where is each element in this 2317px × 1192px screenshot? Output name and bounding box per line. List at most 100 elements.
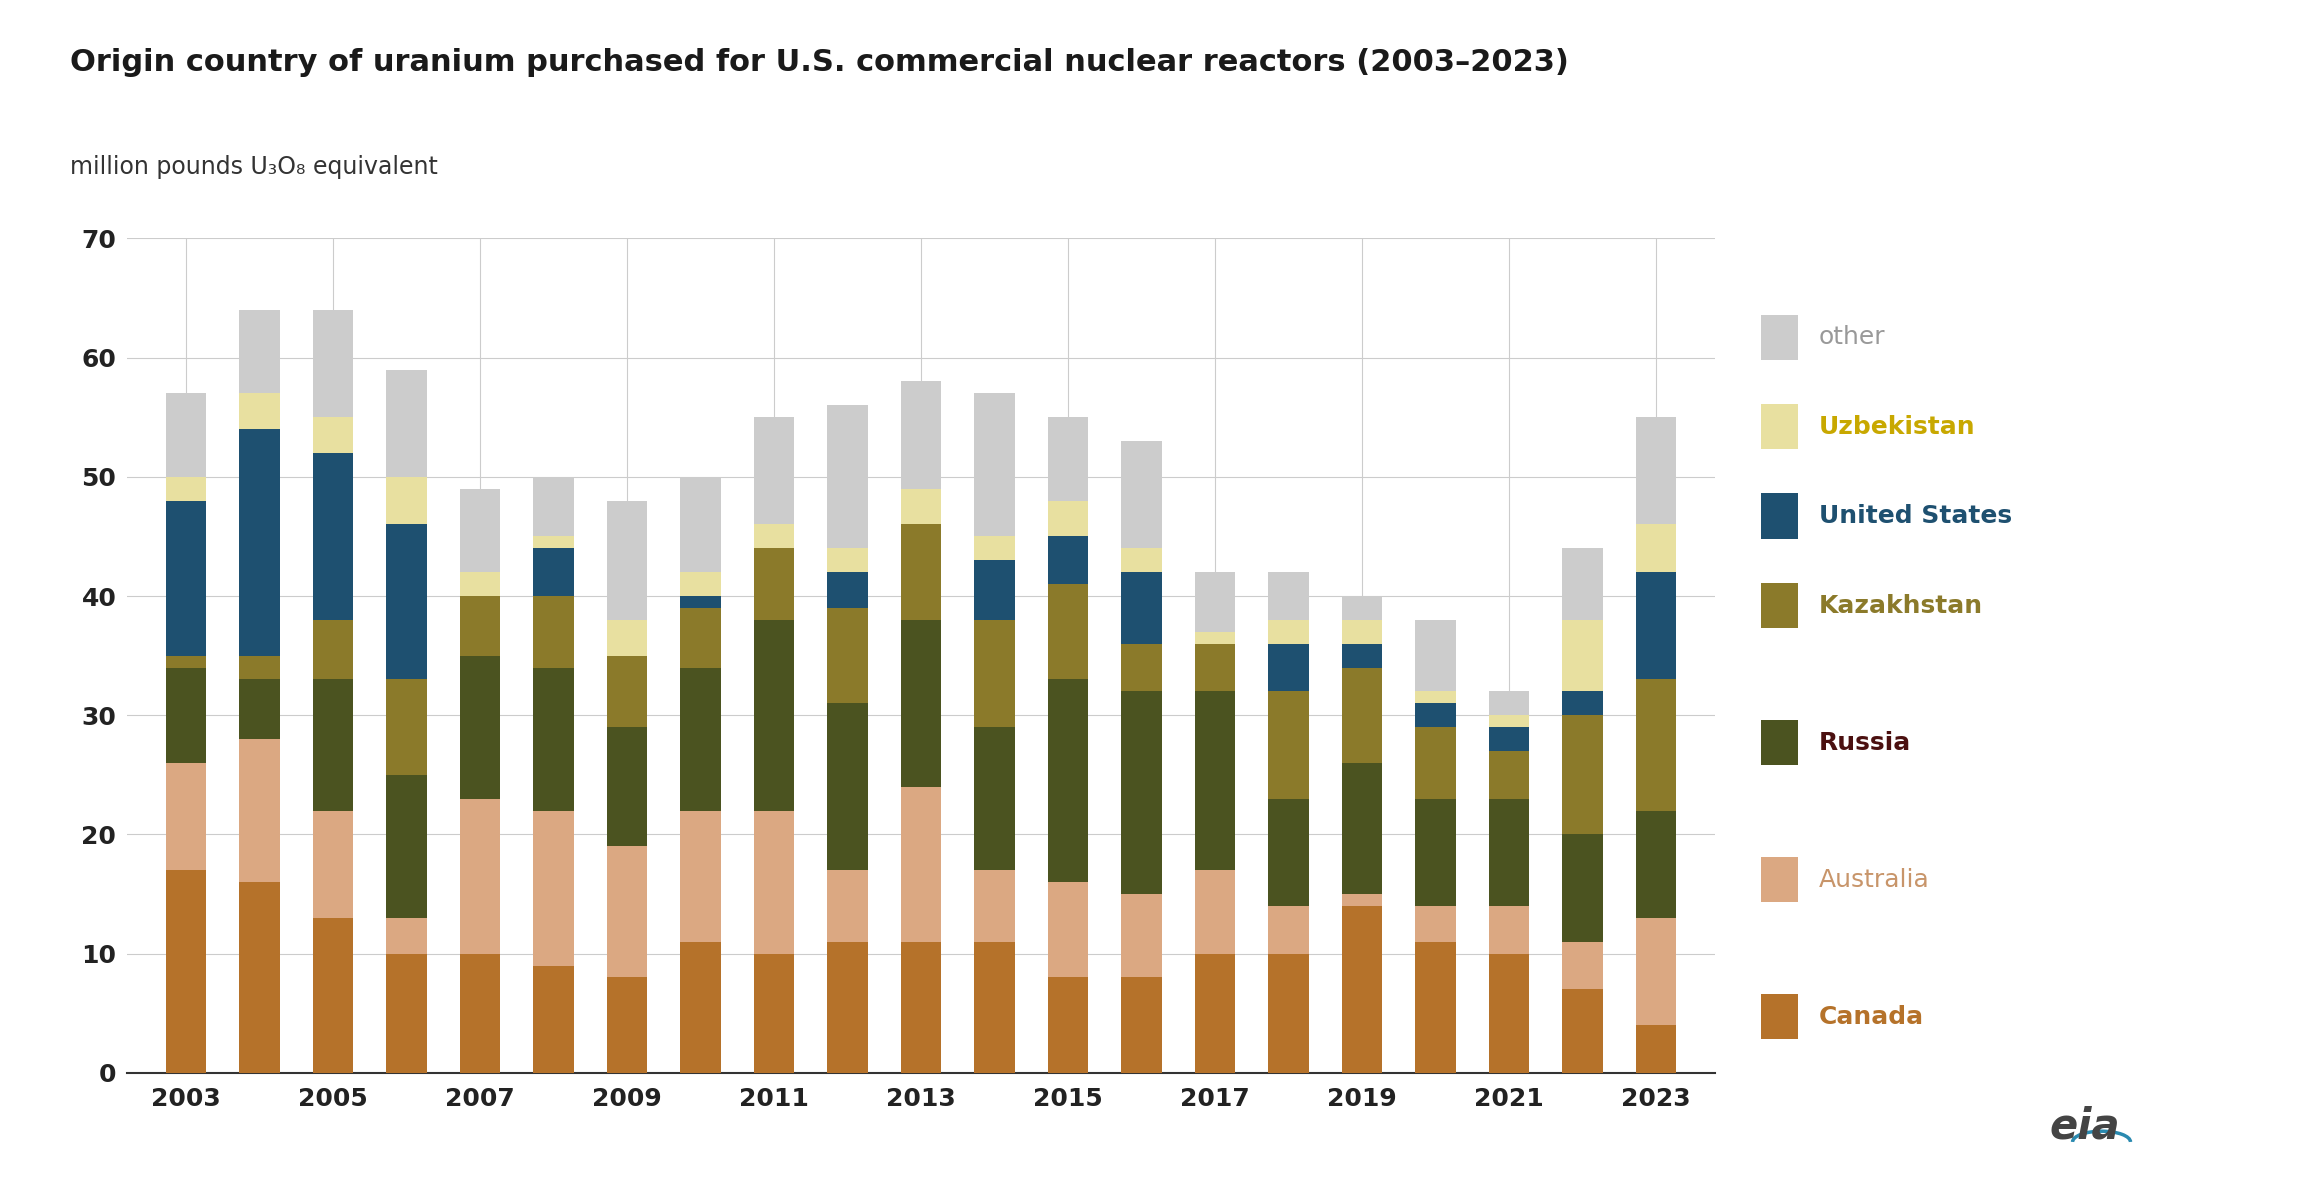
Bar <box>1562 715 1603 834</box>
Bar <box>1121 441 1161 548</box>
Bar <box>901 787 941 942</box>
Bar <box>1121 548 1161 572</box>
Bar <box>681 668 721 811</box>
Bar <box>1121 644 1161 691</box>
Bar <box>827 572 869 608</box>
Bar <box>973 620 1015 727</box>
Bar <box>167 763 206 870</box>
Bar <box>1342 763 1381 894</box>
Text: eia: eia <box>2051 1105 2120 1148</box>
Bar <box>1196 572 1235 632</box>
Bar <box>681 942 721 1073</box>
Bar <box>1416 703 1455 727</box>
Bar <box>901 524 941 620</box>
Bar <box>901 620 941 787</box>
Bar <box>973 942 1015 1073</box>
Bar <box>1488 691 1529 715</box>
Text: Uzbekistan: Uzbekistan <box>1819 415 1976 439</box>
Bar <box>1488 715 1529 727</box>
Bar <box>1342 906 1381 1073</box>
Bar <box>1047 536 1089 584</box>
Bar <box>901 942 941 1073</box>
Bar <box>973 870 1015 942</box>
Bar <box>1267 572 1309 620</box>
Bar <box>1636 1025 1675 1073</box>
Bar <box>1121 572 1161 644</box>
Bar <box>901 489 941 524</box>
Bar <box>1121 977 1161 1073</box>
Bar <box>753 524 795 548</box>
Bar <box>973 393 1015 536</box>
Bar <box>461 489 500 572</box>
Bar <box>167 656 206 668</box>
Bar <box>167 870 206 1073</box>
Bar <box>607 846 646 977</box>
Bar <box>1196 954 1235 1073</box>
Bar <box>1562 989 1603 1073</box>
Bar <box>1562 942 1603 989</box>
Bar <box>1636 918 1675 1025</box>
Bar <box>387 918 426 954</box>
Bar <box>239 882 280 1073</box>
Text: Russia: Russia <box>1819 731 1912 755</box>
Bar <box>533 548 575 596</box>
Bar <box>461 954 500 1073</box>
Bar <box>1416 799 1455 906</box>
Bar <box>607 977 646 1073</box>
Bar <box>167 477 206 501</box>
Bar <box>1488 727 1529 751</box>
Bar <box>973 536 1015 560</box>
Bar <box>1267 906 1309 954</box>
Bar <box>387 477 426 524</box>
Bar <box>461 656 500 799</box>
Bar <box>901 381 941 489</box>
Bar <box>1196 644 1235 691</box>
Bar <box>533 477 575 536</box>
Bar <box>1562 620 1603 691</box>
Text: million pounds U₃O₈ equivalent: million pounds U₃O₈ equivalent <box>70 155 438 179</box>
Bar <box>461 572 500 596</box>
Bar <box>753 954 795 1073</box>
Bar <box>1416 620 1455 691</box>
Bar <box>1636 572 1675 679</box>
Bar <box>1121 894 1161 977</box>
Bar <box>1342 894 1381 906</box>
Bar <box>827 608 869 703</box>
Bar <box>1636 524 1675 572</box>
Text: other: other <box>1819 325 1886 349</box>
Bar <box>973 560 1015 620</box>
Text: United States: United States <box>1819 504 2011 528</box>
Bar <box>239 679 280 739</box>
Bar <box>167 501 206 656</box>
Bar <box>607 501 646 620</box>
Bar <box>1047 584 1089 679</box>
Bar <box>1416 691 1455 703</box>
Bar <box>607 656 646 727</box>
Bar <box>1636 417 1675 524</box>
Bar <box>1047 977 1089 1073</box>
Bar <box>1267 644 1309 691</box>
Bar <box>461 799 500 954</box>
Bar <box>533 536 575 548</box>
Bar <box>827 703 869 870</box>
Bar <box>533 811 575 966</box>
Bar <box>1488 906 1529 954</box>
Bar <box>1342 644 1381 668</box>
Bar <box>973 727 1015 870</box>
Bar <box>239 429 280 656</box>
Bar <box>167 393 206 477</box>
Bar <box>753 811 795 954</box>
Bar <box>681 596 721 608</box>
Bar <box>1267 799 1309 906</box>
Bar <box>387 524 426 679</box>
Bar <box>1047 501 1089 536</box>
Bar <box>1196 691 1235 870</box>
Bar <box>533 668 575 811</box>
Bar <box>1047 417 1089 501</box>
Bar <box>313 620 355 679</box>
Bar <box>827 548 869 572</box>
Bar <box>387 775 426 918</box>
Bar <box>1562 834 1603 942</box>
Text: Canada: Canada <box>1819 1005 1923 1029</box>
Bar <box>681 477 721 572</box>
